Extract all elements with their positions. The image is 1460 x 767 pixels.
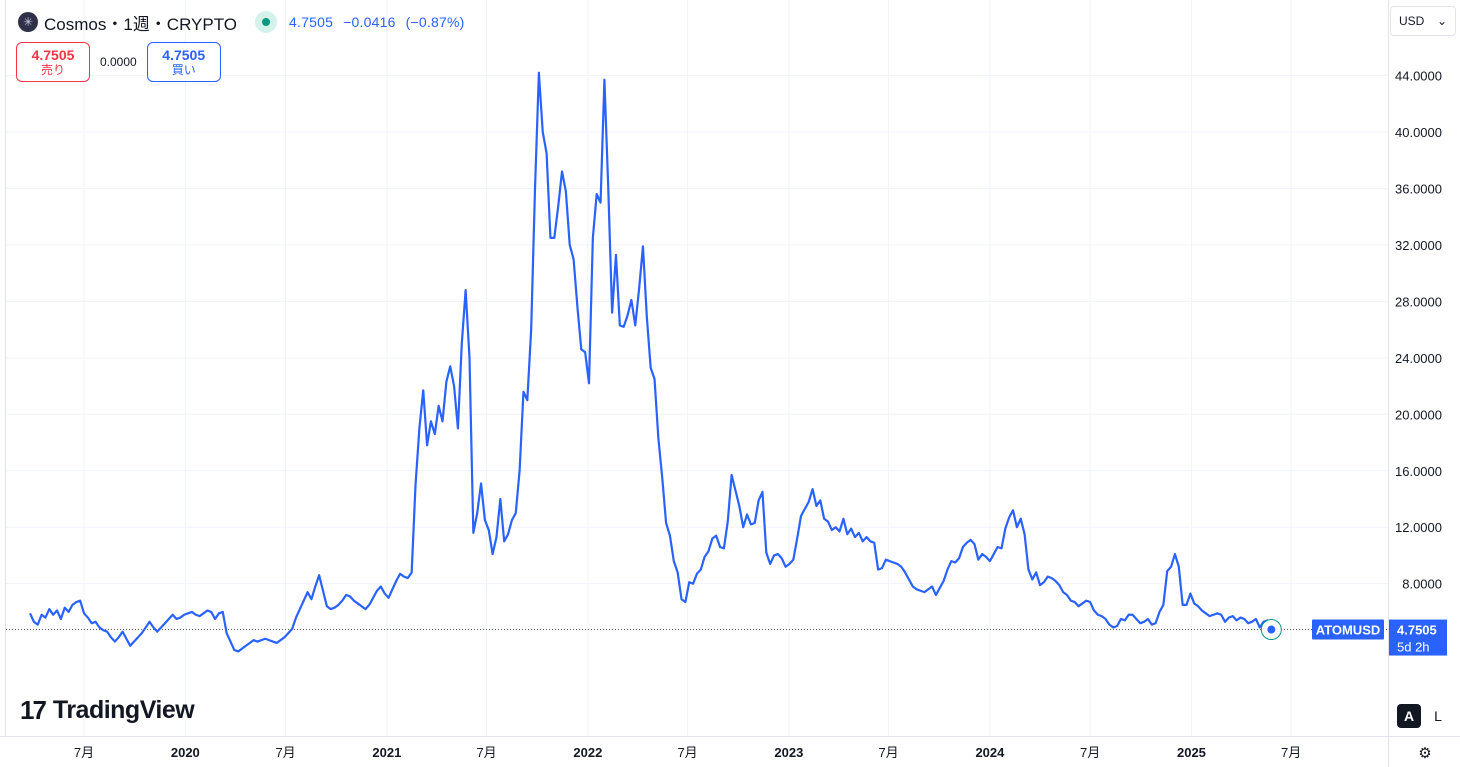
x-tick-label: 7月 bbox=[476, 745, 496, 760]
live-price-dot bbox=[1267, 625, 1276, 634]
log-scale-button[interactable]: L bbox=[1426, 704, 1450, 728]
y-tick-label: 28.0000 bbox=[1395, 294, 1442, 309]
price-change-pct: (−0.87%) bbox=[405, 14, 465, 30]
x-tick-label: 2022 bbox=[573, 745, 602, 760]
ohlc-values: 4.7505 −0.0416 (−0.87%) bbox=[289, 14, 470, 30]
tradingview-name: TradingView bbox=[52, 696, 195, 724]
symbol-tag: ATOMUSD bbox=[1316, 623, 1381, 638]
x-tick-label: 2023 bbox=[774, 745, 803, 760]
x-tick-label: 2020 bbox=[171, 745, 200, 760]
price-change: −0.0416 bbox=[343, 14, 396, 30]
x-tick-label: 7月 bbox=[677, 745, 697, 760]
currency-value: USD bbox=[1399, 14, 1425, 28]
price-axis: 44.0000 40.0000 36.0000 32.0000 28.0000 24.00… bbox=[1395, 69, 1442, 592]
buy-label: 買い bbox=[171, 62, 196, 77]
price-tag-box bbox=[1389, 619, 1447, 656]
y-tick-label: 40.0000 bbox=[1395, 125, 1442, 140]
y-tick-label: 36.0000 bbox=[1395, 181, 1442, 196]
x-tick-label: 2024 bbox=[975, 745, 1005, 760]
sell-price: 4.7505 bbox=[31, 46, 75, 63]
x-tick-label: 7月 bbox=[878, 745, 898, 760]
chevron-down-icon: ⌄ bbox=[1436, 14, 1447, 28]
price-tag: 4.7505 bbox=[1397, 623, 1437, 638]
symbol-tag-box bbox=[1312, 619, 1384, 640]
tradingview-logo[interactable]: 17 TradingView bbox=[20, 695, 195, 726]
sell-label: 売り bbox=[40, 62, 65, 77]
buy-button[interactable]: 4.7505 買い bbox=[146, 42, 221, 82]
legend-header: ✳ Cosmos・1週・CRYPTO 4.7505 −0.0416 (−0.87… bbox=[18, 10, 470, 34]
symbol-title[interactable]: Cosmos・1週・CRYPTO bbox=[44, 14, 238, 34]
y-tick-label: 20.0000 bbox=[1395, 407, 1442, 422]
x-tick-label: 2025 bbox=[1177, 745, 1206, 760]
gear-icon[interactable]: ⚙ bbox=[1418, 745, 1432, 762]
y-tick-label: 12.0000 bbox=[1395, 520, 1442, 535]
x-tick-label: 7月 bbox=[275, 745, 295, 760]
spread-value: 0.0000 bbox=[100, 55, 137, 69]
trade-buttons: 4.7505 売り 0.0000 4.7505 買い bbox=[16, 42, 221, 82]
x-tick-label: 7月 bbox=[1080, 745, 1100, 760]
y-tick-label: 8.0000 bbox=[1402, 577, 1442, 592]
y-tick-label: 24.0000 bbox=[1395, 351, 1442, 366]
x-tick-label: 2021 bbox=[372, 745, 401, 760]
time-axis: 7月 2020 7月 2021 7月 2022 7月 2023 7月 2024 7月 2025 7月 bbox=[74, 745, 1301, 760]
price-label: ATOMUSD 4.7505 5d 2h bbox=[1312, 619, 1447, 656]
last-price: 4.7505 bbox=[289, 14, 334, 30]
y-tick-label: 16.0000 bbox=[1395, 464, 1442, 479]
cosmos-logo-icon: ✳ bbox=[18, 12, 38, 32]
tradingview-mark: 17 bbox=[20, 695, 47, 725]
x-tick-label: 7月 bbox=[74, 745, 94, 760]
series-line bbox=[29, 71, 1273, 653]
currency-select[interactable]: USD ⌄ bbox=[1390, 6, 1456, 36]
sell-button[interactable]: 4.7505 売り bbox=[16, 42, 90, 82]
x-tick-label: 7月 bbox=[1281, 745, 1301, 760]
y-tick-label: 44.0000 bbox=[1395, 69, 1442, 84]
auto-scale-button[interactable]: A bbox=[1397, 704, 1421, 728]
buy-price: 4.7505 bbox=[162, 46, 206, 63]
market-status-icon[interactable] bbox=[255, 11, 278, 33]
y-tick-label: 32.0000 bbox=[1395, 238, 1442, 253]
countdown-tag: 5d 2h bbox=[1397, 640, 1430, 655]
